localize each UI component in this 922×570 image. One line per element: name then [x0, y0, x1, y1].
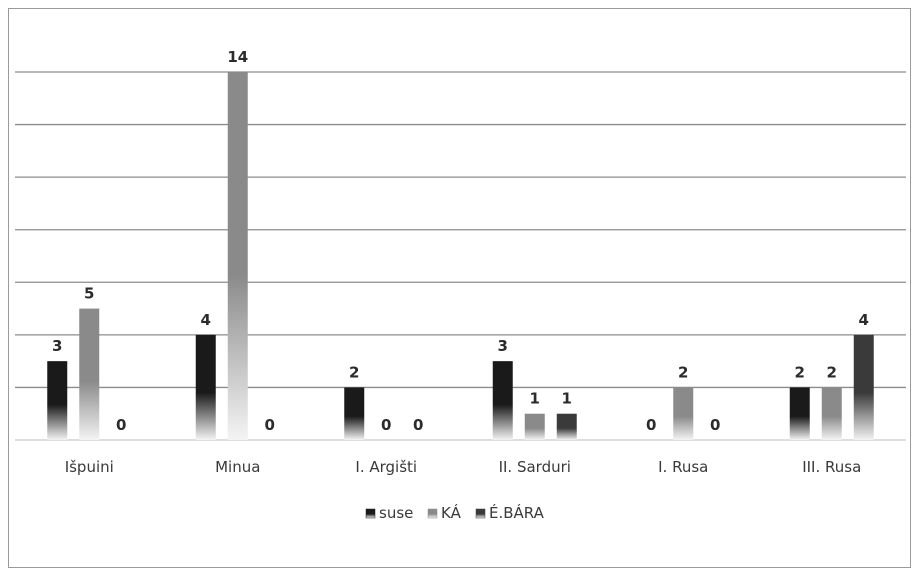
gridlines [15, 71, 906, 441]
legend-label: É.BÁRA [489, 503, 545, 522]
x-tick-label: I. Rusa [658, 458, 708, 476]
data-label: 0 [116, 416, 126, 434]
data-label: 1 [530, 390, 540, 408]
data-label: 3 [498, 337, 508, 355]
x-tick-label: II. Sarduri [499, 458, 571, 476]
data-label: 3 [52, 337, 62, 355]
bar-k--1 [227, 72, 248, 440]
data-label: 2 [678, 363, 688, 381]
bar-suse-0 [47, 361, 68, 440]
legend-label: suse [379, 504, 413, 522]
data-label: 2 [349, 363, 359, 381]
data-label: 0 [413, 416, 423, 434]
data-label: 5 [84, 285, 94, 303]
bar-suse-5 [789, 387, 810, 440]
legend-label: KÁ [441, 503, 462, 522]
data-label: 0 [710, 416, 720, 434]
data-label: 0 [265, 416, 275, 434]
data-label: 4 [201, 311, 211, 329]
bar-k--4 [673, 387, 694, 440]
bar-suse-1 [195, 334, 216, 440]
legend-swatch [427, 508, 438, 519]
data-label: 1 [562, 390, 572, 408]
x-tick-labels: Išpuini Minua I. Argišti II. Sarduri I. Rusa… [65, 458, 862, 476]
bar-suse-3 [492, 361, 513, 440]
x-tick-label: Minua [215, 458, 260, 476]
bar-k--0 [79, 308, 100, 440]
x-tick-label: Išpuini [65, 458, 114, 476]
data-label: 0 [646, 416, 656, 434]
data-label: 2 [827, 363, 837, 381]
data-label: 2 [795, 363, 805, 381]
data-labels: 3 5 0 4 14 0 2 0 0 3 1 1 0 2 0 2 2 4 [52, 48, 869, 434]
x-tick-label: III. Rusa [802, 458, 861, 476]
legend: suse KÁ É.BÁRA [365, 503, 545, 522]
bar-k--5 [821, 387, 842, 440]
data-label: 0 [381, 416, 391, 434]
legend-swatch [475, 508, 486, 519]
bar-suse-2 [344, 387, 365, 440]
data-label: 4 [859, 311, 869, 329]
x-tick-label: I. Argišti [355, 458, 417, 476]
bars [47, 72, 874, 440]
bar--b-ra-5 [853, 334, 874, 440]
data-label: 14 [227, 48, 248, 66]
legend-swatch [365, 508, 376, 519]
chart-frame [8, 8, 911, 568]
bar-k--3 [524, 413, 545, 440]
bar--b-ra-3 [556, 413, 577, 440]
